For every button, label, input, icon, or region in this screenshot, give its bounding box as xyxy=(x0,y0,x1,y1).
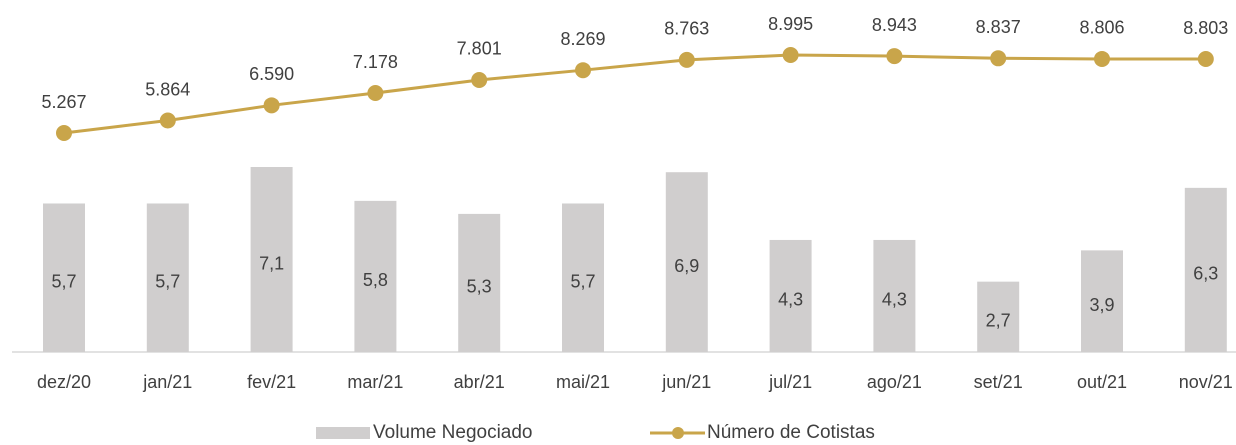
line-marker xyxy=(886,48,903,65)
x-tick-label: set/21 xyxy=(974,372,1023,392)
line-marker xyxy=(263,97,280,114)
point-label: 5.267 xyxy=(41,92,86,112)
point-label: 7.178 xyxy=(353,52,398,72)
line-marker xyxy=(782,47,799,63)
bar-label: 5,7 xyxy=(51,271,76,291)
line-marker xyxy=(575,62,591,79)
line-marker xyxy=(678,51,695,68)
point-label: 8.763 xyxy=(664,19,709,39)
bar-label: 6,3 xyxy=(1193,264,1218,284)
bar-label: 5,3 xyxy=(467,277,492,297)
point-label: 5.864 xyxy=(145,79,190,99)
bar xyxy=(146,203,189,352)
x-tick-label: jul/21 xyxy=(768,372,812,392)
x-tick-label: abr/21 xyxy=(454,372,505,392)
line-marker xyxy=(471,71,488,88)
legend-marker xyxy=(672,427,684,439)
point-label: 8.837 xyxy=(976,17,1021,37)
bar-label: 5,7 xyxy=(570,271,595,291)
bar xyxy=(1184,187,1227,352)
line-marker xyxy=(1197,51,1214,68)
x-tick-label: mar/21 xyxy=(347,372,403,392)
point-label: 6.590 xyxy=(249,64,294,84)
bar-label: 5,8 xyxy=(363,270,388,290)
bar-label: 4,3 xyxy=(778,290,803,310)
x-tick-label: mai/21 xyxy=(556,372,610,392)
x-tick-label: dez/20 xyxy=(37,372,91,392)
point-label: 8.995 xyxy=(768,14,813,34)
legend-label: Número de Cotistas xyxy=(707,422,875,443)
line-marker xyxy=(990,50,1007,67)
line-marker xyxy=(367,85,384,102)
x-tick-label: fev/21 xyxy=(247,372,296,392)
line-marker xyxy=(159,112,176,129)
point-label: 7.801 xyxy=(457,39,502,59)
legend-label: Volume Negociado xyxy=(373,422,533,443)
bar xyxy=(250,167,293,352)
point-label: 8.806 xyxy=(1079,18,1124,38)
bar xyxy=(873,239,916,352)
bar xyxy=(562,203,604,352)
bar xyxy=(665,172,708,352)
line xyxy=(63,53,1206,135)
line-marker xyxy=(1094,50,1110,67)
bar-label: 2,7 xyxy=(986,311,1011,331)
x-tick-label: out/21 xyxy=(1077,372,1127,392)
bar xyxy=(458,213,501,352)
x-tick-label: ago/21 xyxy=(867,372,922,392)
bar xyxy=(769,239,812,352)
bar-label: 5,7 xyxy=(155,271,180,291)
line-marker xyxy=(56,125,72,141)
point-label: 8.803 xyxy=(1183,18,1228,38)
x-tick-label: jun/21 xyxy=(661,372,711,392)
point-label: 8.943 xyxy=(872,15,917,35)
bar-label: 4,3 xyxy=(882,290,907,310)
bar-label: 3,9 xyxy=(1089,295,1114,315)
x-tick-label: jan/21 xyxy=(142,372,192,392)
x-tick-label: nov/21 xyxy=(1179,372,1233,392)
bar xyxy=(977,281,1020,352)
point-label: 8.269 xyxy=(560,29,605,49)
legend-swatch xyxy=(316,427,370,439)
bar xyxy=(1081,250,1123,352)
bar-label: 6,9 xyxy=(674,256,699,276)
bar xyxy=(43,203,85,352)
bar-label: 7,1 xyxy=(259,253,284,273)
bar xyxy=(354,200,397,352)
